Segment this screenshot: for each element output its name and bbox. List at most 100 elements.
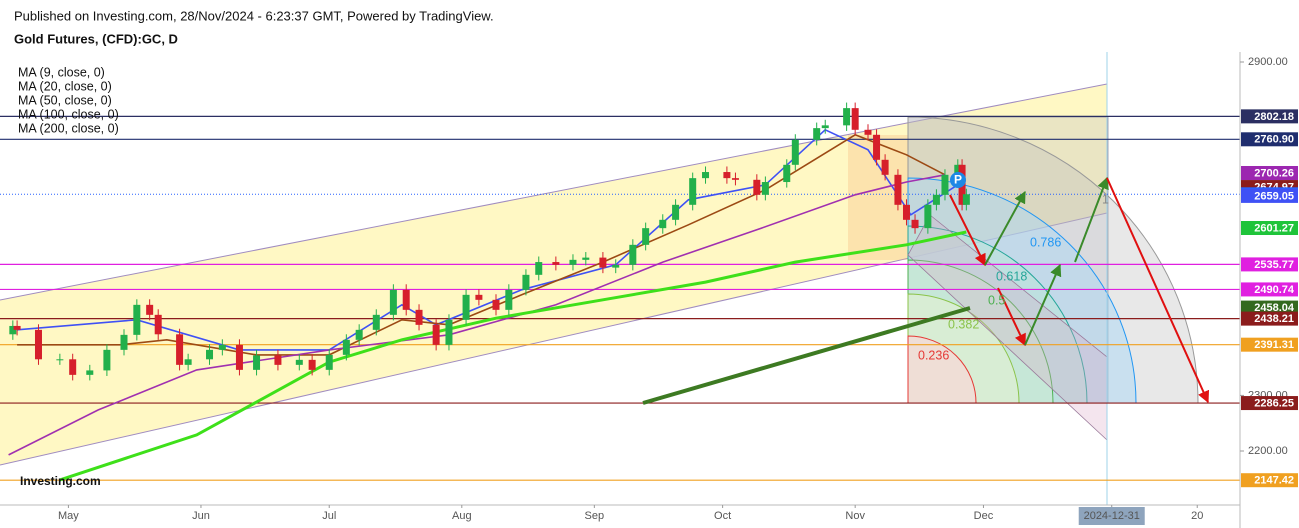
candle-body — [274, 355, 282, 365]
candle-body — [924, 204, 932, 229]
level-label: 2438.21 — [1254, 313, 1294, 325]
candle-body — [535, 262, 543, 275]
fib-label: 0.5 — [988, 293, 1005, 307]
candle-body — [672, 204, 680, 220]
level-label-bg — [1241, 337, 1298, 352]
x-tick-highlight — [1078, 507, 1145, 525]
arrow — [1074, 176, 1109, 263]
x-tick-label: Oct — [714, 510, 731, 522]
legend-entry: MA (50, close, 0) — [18, 93, 112, 107]
x-tick-label: Dec — [974, 510, 994, 522]
candle-body — [462, 294, 470, 320]
level-label-bg — [1241, 109, 1298, 124]
candle-body — [295, 359, 303, 365]
candle-body — [689, 178, 697, 205]
level-label: 2700.26 — [1254, 167, 1294, 179]
candle-body — [873, 134, 881, 160]
candle-body — [582, 257, 590, 260]
candle-body — [13, 325, 21, 330]
level-label: 2458.04 — [1254, 302, 1295, 314]
level-label-bg — [1241, 257, 1298, 272]
candle-body — [253, 355, 261, 370]
level-label: 2760.90 — [1254, 134, 1294, 146]
candle-body — [941, 174, 949, 195]
candle-body — [235, 344, 243, 370]
candle-body — [612, 264, 620, 268]
logo: Investing.com — [20, 474, 101, 488]
candle-body — [342, 339, 350, 355]
arrow — [997, 287, 1026, 347]
candle-body — [206, 349, 214, 360]
candle-body — [813, 128, 821, 140]
candle-body — [325, 354, 333, 370]
arrow — [1106, 177, 1210, 404]
candle-body — [133, 304, 141, 335]
candle-body — [902, 204, 910, 220]
legend-entry: MA (100, close, 0) — [18, 107, 119, 121]
candle-body — [843, 108, 851, 126]
time-axis-bg — [0, 505, 1240, 528]
fib-label: 0.618 — [996, 269, 1027, 283]
level-label-bg — [1241, 282, 1298, 297]
ma-line — [17, 128, 959, 351]
x-tick-label: 2024-12-31 — [1084, 510, 1140, 522]
candle-body — [154, 314, 162, 335]
level-label-bg — [1241, 473, 1298, 488]
candle-body — [552, 262, 560, 265]
candle-body — [475, 294, 483, 300]
ma-line — [59, 230, 967, 482]
candle-body — [146, 304, 154, 315]
x-tick-label: May — [58, 510, 79, 522]
candle-body — [432, 324, 440, 345]
candle-body — [355, 329, 363, 340]
candle-body — [56, 359, 64, 361]
overlays: 1 0.786 0.618 0.5 0.382 0.236 P — [642, 172, 1210, 405]
level-label: 2286.25 — [1254, 397, 1294, 409]
candle-body — [864, 129, 872, 135]
fib-label: 0.786 — [1030, 235, 1061, 249]
candle-body — [176, 334, 184, 365]
candle-body — [389, 289, 397, 315]
trendline — [642, 306, 971, 405]
candle-body — [103, 349, 111, 371]
y-tick-label: 2200.00 — [1248, 445, 1288, 457]
marker-badge — [950, 172, 966, 188]
level-label-bg — [1241, 396, 1298, 411]
fib-label: 0.236 — [918, 348, 949, 362]
level-label-bg — [1241, 300, 1298, 315]
candle-body — [851, 108, 859, 130]
candle-body — [821, 125, 829, 129]
candle-body — [642, 228, 650, 245]
candle-body — [911, 219, 919, 229]
candle-body — [402, 289, 410, 310]
candle-body — [505, 289, 513, 310]
candle-body — [731, 178, 739, 180]
fib-arc — [907, 335, 977, 404]
arrow — [1024, 263, 1062, 346]
x-tick-label: Nov — [845, 510, 865, 522]
level-label-bg — [1241, 221, 1298, 236]
candle-body — [881, 159, 889, 175]
legend-entry: MA (9, close, 0) — [18, 65, 105, 79]
x-tick-label: Sep — [585, 510, 605, 522]
level-label-bg — [1241, 188, 1298, 203]
arrow — [949, 194, 986, 267]
level-label: 2147.42 — [1254, 475, 1294, 487]
legend-entry: MA (20, close, 0) — [18, 79, 112, 93]
ma-line — [8, 174, 946, 456]
candle-body — [445, 319, 453, 345]
candle-body — [954, 164, 962, 175]
level-label: 2601.27 — [1254, 222, 1294, 234]
level-label-bg — [1241, 165, 1298, 180]
channel-fill — [0, 84, 1107, 465]
series — [0, 102, 1240, 482]
level-label-bg — [1241, 132, 1298, 147]
candle-body — [184, 359, 192, 365]
candle-body — [569, 259, 577, 265]
candle-body — [522, 274, 530, 290]
candle-body — [492, 299, 500, 310]
x-tick-label: Aug — [452, 510, 472, 522]
